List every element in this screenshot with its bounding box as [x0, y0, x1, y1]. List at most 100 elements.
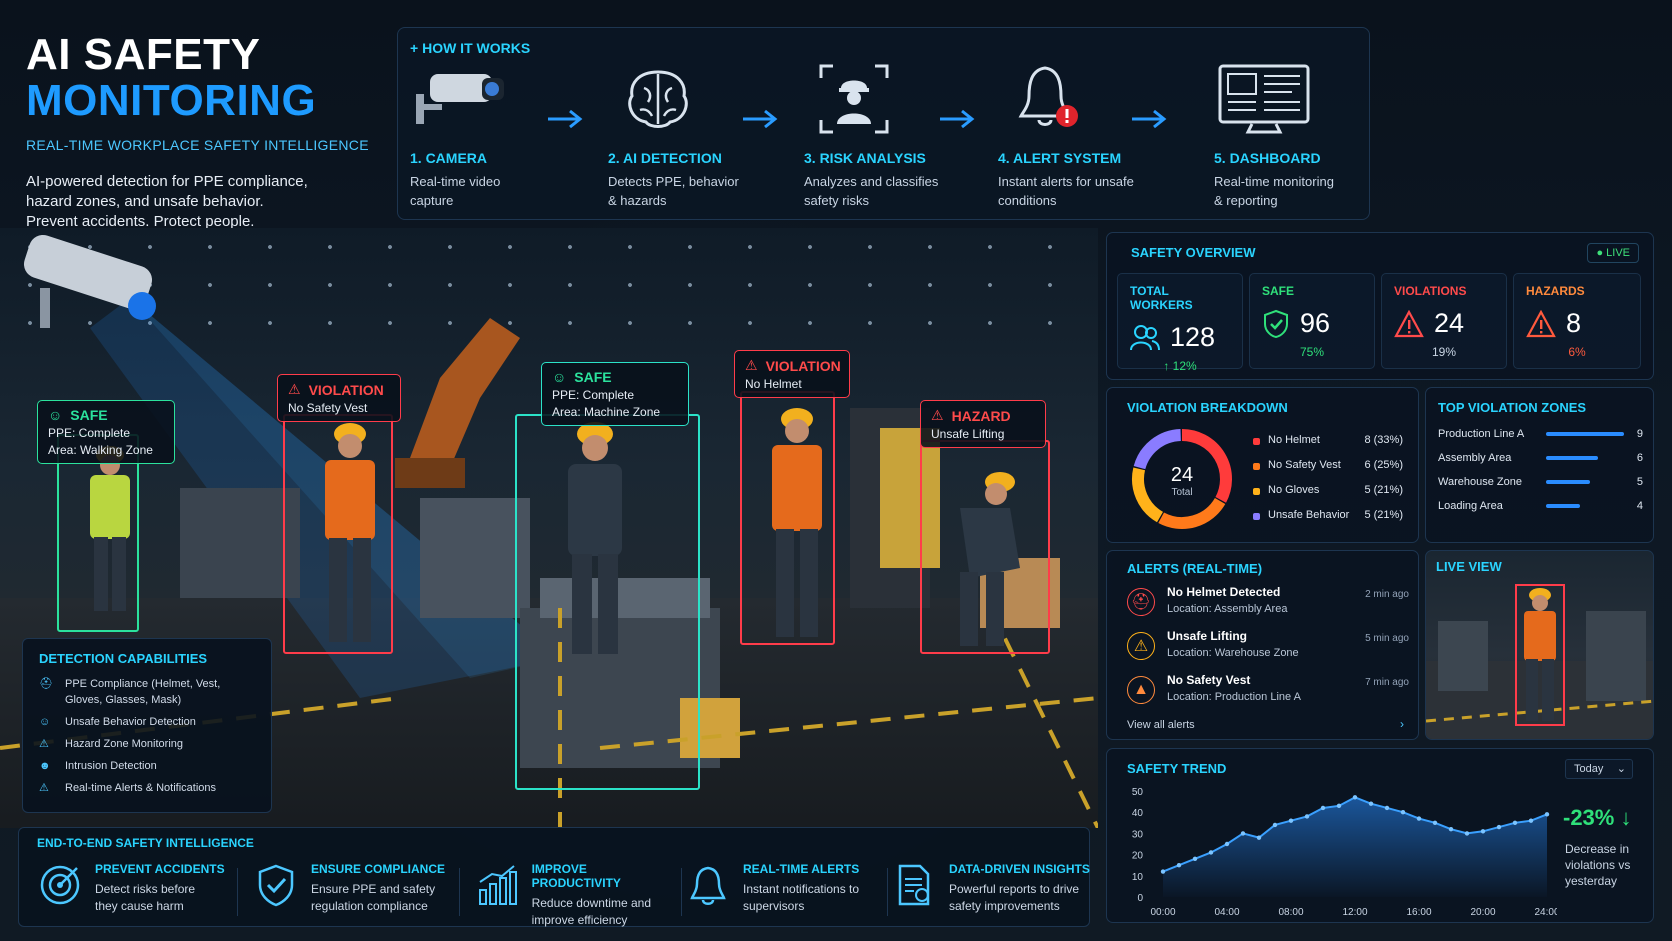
- trend-area: [1163, 797, 1547, 897]
- tag-status-text: HAZARD: [951, 407, 1011, 424]
- legend-label: No Gloves: [1268, 484, 1320, 496]
- trend-point: [1208, 850, 1214, 855]
- divider: [887, 868, 888, 916]
- panel-title: ALERTS (REAL-TIME): [1127, 561, 1263, 576]
- alert-time: 7 min ago: [1365, 677, 1409, 688]
- step-desc: Real-time video capture: [410, 172, 595, 210]
- trend-change-value: -23% ↓: [1563, 805, 1632, 830]
- detection-box-hazard: [920, 440, 1050, 654]
- capability-text: Hazard Zone Monitoring: [65, 738, 184, 750]
- stat-violations: VIOLATIONS 24 19%: [1381, 273, 1507, 369]
- stat-sub: ↑ 12%: [1163, 359, 1197, 373]
- tag-line: PPE: Complete: [552, 388, 635, 402]
- live-badge-text: LIVE: [1606, 247, 1630, 259]
- tag-status-text: VIOLATION: [765, 357, 841, 374]
- time-range-select[interactable]: Today ⌄: [1565, 759, 1633, 779]
- view-all-alerts-link[interactable]: View all alerts: [1127, 719, 1195, 731]
- detection-tag-safe: ☺ SAFE PPE: Complete Area: Machine Zone: [541, 362, 689, 426]
- step-desc: Detects PPE, behavior & hazards: [608, 172, 793, 210]
- trend-point: [1176, 863, 1182, 868]
- alert-item[interactable]: ⛑ No Helmet Detected Location: Assembly A…: [1127, 585, 1409, 616]
- page-subtitle: REAL-TIME WORKPLACE SAFETY INTELLIGENCE: [26, 137, 369, 153]
- person-alert-icon: ⚠: [745, 357, 758, 373]
- alert-item[interactable]: ▲ No Safety Vest Location: Production Lin…: [1127, 673, 1409, 704]
- tag-status-text: VIOLATION: [308, 381, 384, 398]
- trend-point: [1432, 820, 1438, 825]
- arrow-right-icon: [1132, 109, 1167, 129]
- benefit-desc: Detect risks before: [95, 882, 196, 896]
- trend-point: [1192, 856, 1198, 862]
- safety-trend-chart: 0 10 20 30 40 50 00:00 04:00 08:00 12:00 16:00 20:0…: [1132, 787, 1557, 918]
- legend-row: No Safety Vest 6 (25%): [1253, 459, 1403, 471]
- page-title-line2: MONITORING: [26, 76, 317, 125]
- x-tick-label: 00:00: [1150, 907, 1175, 918]
- benefit-title: ENSURE COMPLIANCE: [311, 862, 446, 876]
- step-desc: Instant alerts for unsafe conditions: [998, 172, 1183, 210]
- legend-label: No Helmet: [1268, 434, 1320, 446]
- alert-item[interactable]: ⚠ Unsafe Lifting Location: Warehouse Zone…: [1127, 629, 1409, 660]
- legend-swatch: [1253, 463, 1260, 470]
- step-title: 1. CAMERA: [410, 150, 488, 166]
- zone-name: Warehouse Zone: [1438, 476, 1522, 488]
- worker-figure: [568, 422, 622, 654]
- step-desc-line: & hazards: [608, 193, 667, 208]
- intro-line: hazard zones, and unsafe behavior.: [26, 193, 264, 210]
- step-risk-analysis: 3. RISK ANALYSIS Analyzes and classifies…: [804, 60, 989, 210]
- capability-text: Intrusion Detection: [65, 760, 157, 772]
- x-tick-label: 20:00: [1470, 907, 1495, 918]
- detection-tag-safe: ☺ SAFE PPE: Complete Area: Walking Zone: [37, 400, 175, 464]
- legend-label: No Safety Vest: [1268, 459, 1341, 471]
- stat-sub: 6%: [1568, 345, 1586, 359]
- target-icon: [37, 862, 83, 908]
- trend-point: [1448, 826, 1454, 832]
- legend-swatch: [1253, 513, 1260, 520]
- benefit-desc: safety improvements: [949, 899, 1060, 913]
- divider: [681, 868, 682, 916]
- benefit-title: PREVENT ACCIDENTS: [95, 862, 225, 876]
- stat-sub: 75%: [1299, 345, 1325, 359]
- bar-chart-icon: [475, 862, 520, 908]
- legend-row: No Helmet 8 (33%): [1253, 434, 1403, 446]
- trend-point: [1400, 810, 1406, 815]
- donut-total-value: 24: [1170, 464, 1194, 486]
- step-desc: Real-time monitoring & reporting: [1214, 172, 1399, 210]
- time-range-value: Today: [1574, 763, 1604, 775]
- benefit-title: IMPROVE PRODUCTIVITY: [531, 862, 621, 890]
- panel-title: SAFETY OVERVIEW: [1131, 245, 1256, 260]
- shield-check-icon: [253, 862, 299, 908]
- warning-icon: [1526, 309, 1556, 337]
- trend-point: [1224, 841, 1230, 847]
- benefit-item: REAL-TIME ALERTS Instant notifications to…: [685, 862, 885, 922]
- legend-value: 6 (25%): [1364, 459, 1403, 471]
- detection-capabilities-panel: DETECTION CAPABILITIES ⛑ PPE Compliance (…: [22, 638, 272, 813]
- legend-row: Unsafe Behavior 5 (21%): [1253, 509, 1403, 521]
- chevron-right-icon[interactable]: ›: [1400, 717, 1404, 731]
- legend-value: 5 (21%): [1364, 484, 1403, 496]
- detection-tag-hazard: ⚠ HAZARD Unsafe Lifting: [920, 400, 1046, 448]
- how-it-works-title-text: HOW IT WORKS: [422, 40, 531, 56]
- zone-name: Loading Area: [1438, 500, 1503, 512]
- y-tick-label: 40: [1132, 808, 1144, 819]
- legend-swatch: [1253, 488, 1260, 495]
- trend-change-caption: Decrease in violations vs yesterday: [1565, 842, 1631, 888]
- zone-value: 9: [1636, 428, 1643, 440]
- step-title: 4. ALERT SYSTEM: [998, 150, 1122, 166]
- vest-icon: ▲: [1127, 676, 1155, 704]
- stat-value: 24: [1434, 308, 1465, 338]
- y-tick-label: 20: [1132, 851, 1144, 862]
- legend-row: No Gloves 5 (21%): [1253, 484, 1403, 496]
- step-title: 5. DASHBOARD: [1214, 150, 1321, 166]
- benefit-desc: Reduce downtime and: [531, 896, 651, 910]
- y-tick-label: 50: [1132, 787, 1144, 798]
- warning-icon: ⚠: [931, 407, 944, 423]
- worker-figure: [960, 472, 1020, 646]
- bell-icon: [685, 862, 731, 908]
- trend-point: [1160, 869, 1166, 874]
- intruder-icon: ☻: [39, 760, 51, 772]
- benefit-desc: Instant notifications to: [743, 882, 860, 896]
- donut-center: 24 Total: [1162, 464, 1202, 498]
- live-view-panel[interactable]: LIVE VIEW: [1425, 550, 1654, 740]
- arrow-right-icon: [548, 109, 583, 129]
- warning-icon: ⚠: [1127, 632, 1155, 660]
- stat-total-workers: TOTAL WORKERS 128 ↑ 12%: [1117, 273, 1243, 373]
